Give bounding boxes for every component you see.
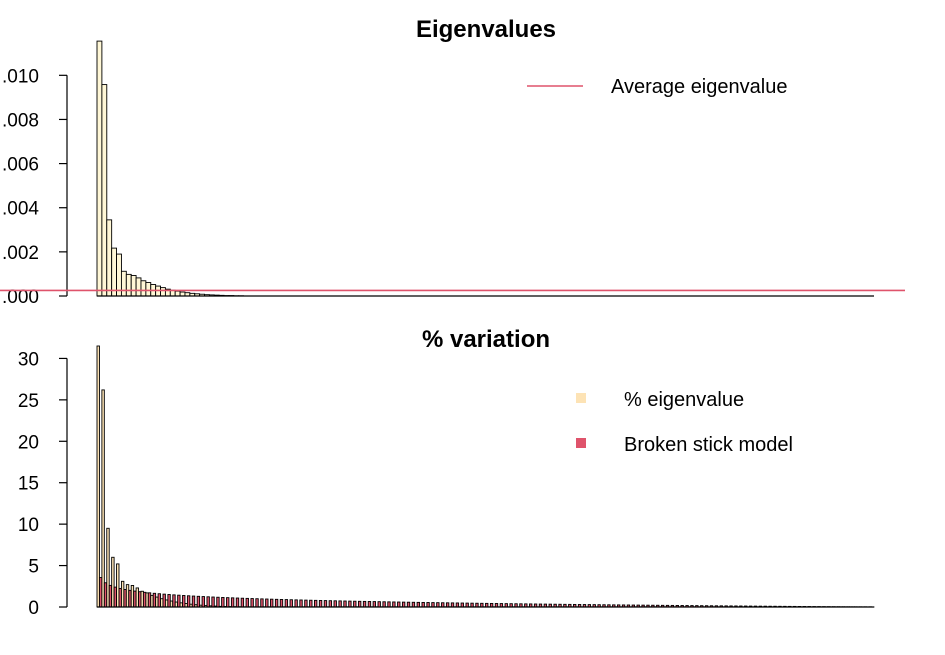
broken-stick-bar [270, 599, 272, 607]
broken-stick-bar [417, 602, 419, 607]
broken-stick-bar [407, 602, 409, 607]
eigenvalue-bar [102, 85, 107, 296]
broken-stick-bar [388, 602, 390, 607]
broken-stick-bar [266, 599, 268, 607]
broken-stick-bar [295, 600, 297, 607]
broken-stick-bar [256, 599, 258, 607]
top-chart-title: Eigenvalues [416, 16, 556, 43]
eigenvalue-bar [126, 274, 131, 296]
bottom-y-tick-label: 10 [18, 515, 39, 536]
broken-stick-bar [437, 603, 439, 607]
broken-stick-bar [432, 603, 434, 607]
broken-stick-bar [212, 597, 214, 607]
broken-stick-bar [246, 598, 248, 607]
top-y-tick-label: .006 [2, 155, 39, 176]
broken-stick-bar [339, 601, 341, 607]
broken-stick-bar [227, 598, 229, 607]
eigenvalue-bar [141, 281, 146, 296]
top-y-tick-label: .002 [2, 243, 39, 264]
broken-stick-bar [324, 601, 326, 607]
broken-stick-bar [422, 602, 424, 607]
broken-stick-bar [349, 601, 351, 607]
broken-stick-bar [310, 600, 312, 607]
bottom-y-tick-label: 25 [18, 391, 39, 412]
eigenvalue-bar [97, 41, 102, 296]
broken-stick-bar [446, 603, 448, 607]
broken-stick-bar [300, 600, 302, 607]
broken-stick-bar [334, 601, 336, 607]
broken-stick-bar [393, 602, 395, 607]
broken-stick-bar [217, 597, 219, 607]
broken-stick-bar [251, 599, 253, 607]
broken-stick-bar [290, 600, 292, 607]
top-y-axis: .000.002.004.006.008.010 [2, 66, 67, 308]
average-legend-label: Average eigenvalue [611, 76, 787, 98]
broken-stick-legend-label: Broken stick model [624, 434, 793, 456]
eigenvalue-bar [112, 248, 117, 296]
broken-stick-bar [261, 599, 263, 607]
broken-stick-bar [402, 602, 404, 607]
eigenvalue-bar [121, 271, 126, 296]
broken-stick-bar [427, 603, 429, 607]
eigenvalue-legend-label: % eigenvalue [624, 389, 744, 411]
broken-stick-bar [383, 602, 385, 607]
broken-stick-bar [319, 600, 321, 607]
bottom-y-tick-label: 5 [28, 557, 39, 578]
eigenvalue-bar [146, 283, 151, 296]
eigenvalue-bar [107, 220, 112, 296]
top-legend: Average eigenvalue [527, 76, 787, 98]
bottom-y-tick-label: 20 [18, 432, 39, 453]
bottom-legend: % eigenvalue Broken stick model [576, 389, 793, 456]
top-y-tick-label: .004 [2, 199, 39, 220]
bottom-y-tick-label: 30 [18, 349, 39, 370]
broken-stick-bar [398, 602, 400, 607]
bottom-y-tick-label: 0 [28, 598, 39, 619]
broken-stick-bar [442, 603, 444, 607]
bottom-bars [97, 346, 874, 607]
bottom-y-tick-label: 15 [18, 474, 39, 495]
eigenvalue-bar [136, 278, 141, 296]
broken-stick-bar [280, 599, 282, 607]
broken-stick-bar [354, 601, 356, 607]
broken-stick-bar [236, 598, 238, 607]
broken-stick-bar [344, 601, 346, 607]
top-y-tick-label: .008 [2, 110, 39, 131]
broken-stick-bar [373, 602, 375, 607]
broken-stick-bar [329, 601, 331, 607]
percent-eigenvalue-bar [102, 390, 104, 607]
eigenvalue-bar [131, 275, 136, 296]
broken-stick-bar [314, 600, 316, 607]
broken-stick-bar [378, 602, 380, 607]
broken-stick-bar [363, 601, 365, 607]
top-y-tick-label: .010 [2, 66, 39, 87]
broken-stick-bar [368, 602, 370, 608]
broken-stick-bar [231, 598, 233, 607]
bottom-y-axis: 0 5 10 15 20 25 30 [18, 349, 67, 619]
broken-stick-legend-swatch [576, 438, 586, 448]
broken-stick-bar [285, 600, 287, 607]
broken-stick-bar [358, 601, 360, 607]
broken-stick-bar [412, 602, 414, 607]
eigenvalue-legend-swatch [576, 393, 586, 403]
broken-stick-bar [275, 599, 277, 607]
broken-stick-bar [241, 598, 243, 607]
broken-stick-bar [305, 600, 307, 607]
broken-stick-bar [222, 597, 224, 607]
bottom-chart-title: % variation [422, 326, 550, 353]
percent-eigenvalue-bar [97, 346, 99, 607]
eigenvalue-bar [161, 288, 166, 296]
eigenvalue-bar [175, 291, 180, 296]
